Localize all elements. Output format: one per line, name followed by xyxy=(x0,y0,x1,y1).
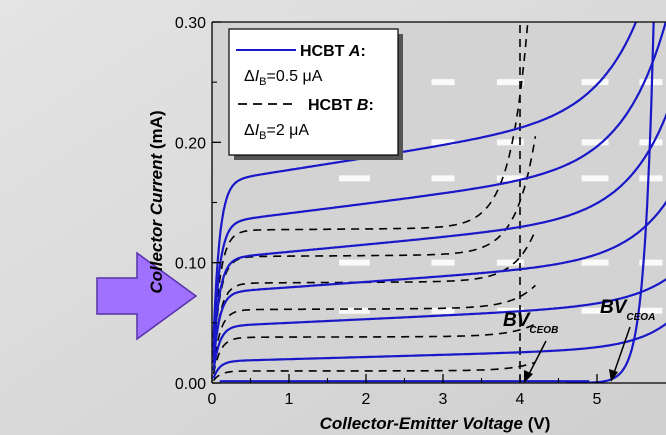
legend-a-letter: A xyxy=(348,43,361,60)
plot-curves xyxy=(212,22,666,383)
legend-b-step-value: =2 μA xyxy=(266,122,309,139)
y-tick-label: 0.30 xyxy=(175,15,206,32)
legend: HCBT A: ΔIB=0.5 μA HCBT B: ΔIB=2 μA xyxy=(228,28,403,160)
y-axis-label: Collector Current (mA) xyxy=(147,110,166,293)
curve-b xyxy=(212,229,537,364)
y-tick-label: 0.20 xyxy=(175,135,206,152)
y-ticks: 0.00 0.10 0.20 0.30 xyxy=(175,15,221,393)
legend-a-title-text: HCBT xyxy=(300,43,349,60)
annotation-bv-ceoa-sub: CEOA xyxy=(626,312,655,323)
curve-b xyxy=(212,22,529,353)
legend-b-step-i: I xyxy=(255,122,260,139)
annotation-bv-ceob-label: BVCEOB xyxy=(503,310,558,336)
purple-arrow-icon xyxy=(96,251,198,341)
y-tick-label: 0.00 xyxy=(175,376,206,393)
x-tick-label: 3 xyxy=(439,391,448,408)
x-tick-label: 4 xyxy=(516,391,525,408)
annotation-bv-ceob-arrow xyxy=(527,340,547,377)
legend-b-title: HCBT B: xyxy=(308,97,374,114)
curve-a xyxy=(212,22,666,348)
annotation-bv-ceob-arrowhead-icon xyxy=(524,370,533,383)
curve-a xyxy=(212,278,666,371)
x-tick-label: 5 xyxy=(593,391,602,408)
curve-b xyxy=(212,361,536,382)
curve-a xyxy=(212,112,666,356)
annotation-bv-ceoa-main: BV xyxy=(600,297,628,318)
annotation-bv-ceoa-arrow xyxy=(613,326,631,374)
annotation-bv-ceoa: BVCEOA xyxy=(600,297,655,382)
y-axis-label-italic: Current xyxy=(147,152,166,215)
curve-b xyxy=(212,284,536,369)
legend-b-letter: B xyxy=(357,97,369,114)
legend-a-title: HCBT A: xyxy=(300,43,366,60)
legend-a-step-i: I xyxy=(255,68,260,85)
x-tick-label: 0 xyxy=(208,391,217,408)
legend-a-step: ΔIB=0.5 μA xyxy=(244,68,323,88)
y-axis-label-unit: (mA) xyxy=(147,110,166,153)
curve-a xyxy=(212,322,666,379)
annotation-bv-ceob: BVCEOB xyxy=(503,310,558,383)
x-axis-label: Collector-Emitter Voltage (V) xyxy=(320,414,551,433)
y-tick-label: 0.10 xyxy=(175,256,206,273)
x-axis-label-main: Collector-Emitter Voltage xyxy=(320,414,523,433)
legend-b-title-text: HCBT xyxy=(308,97,357,114)
legend-b-step: ΔIB=2 μA xyxy=(244,122,309,142)
y-axis-label-pre: Collector xyxy=(147,215,166,293)
legend-a-step-sub: B xyxy=(259,76,266,88)
x-tick-label: 2 xyxy=(362,391,371,408)
x-tick-label: 1 xyxy=(285,391,294,408)
legend-a-colon: : xyxy=(360,43,365,60)
legend-a-step-delta: Δ xyxy=(244,68,255,85)
legend-a-step-value: =0.5 μA xyxy=(266,68,322,85)
curve-b xyxy=(212,323,536,375)
annotation-bv-ceob-sub: CEOB xyxy=(529,325,558,336)
annotation-bv-ceoa-arrowhead-icon xyxy=(609,369,618,382)
x-ticks: 0 1 2 3 4 5 xyxy=(208,374,602,408)
legend-b-colon: : xyxy=(368,97,373,114)
x-axis-label-unit: (V) xyxy=(523,414,550,433)
curve-b xyxy=(212,136,537,358)
annotation-bv-ceob-main: BV xyxy=(503,310,531,331)
legend-b-step-delta: Δ xyxy=(244,122,255,139)
curve-a xyxy=(212,200,666,364)
curve-a xyxy=(212,22,638,339)
legend-b-step-sub: B xyxy=(259,130,266,142)
annotation-bv-ceoa-label: BVCEOA xyxy=(600,297,655,323)
